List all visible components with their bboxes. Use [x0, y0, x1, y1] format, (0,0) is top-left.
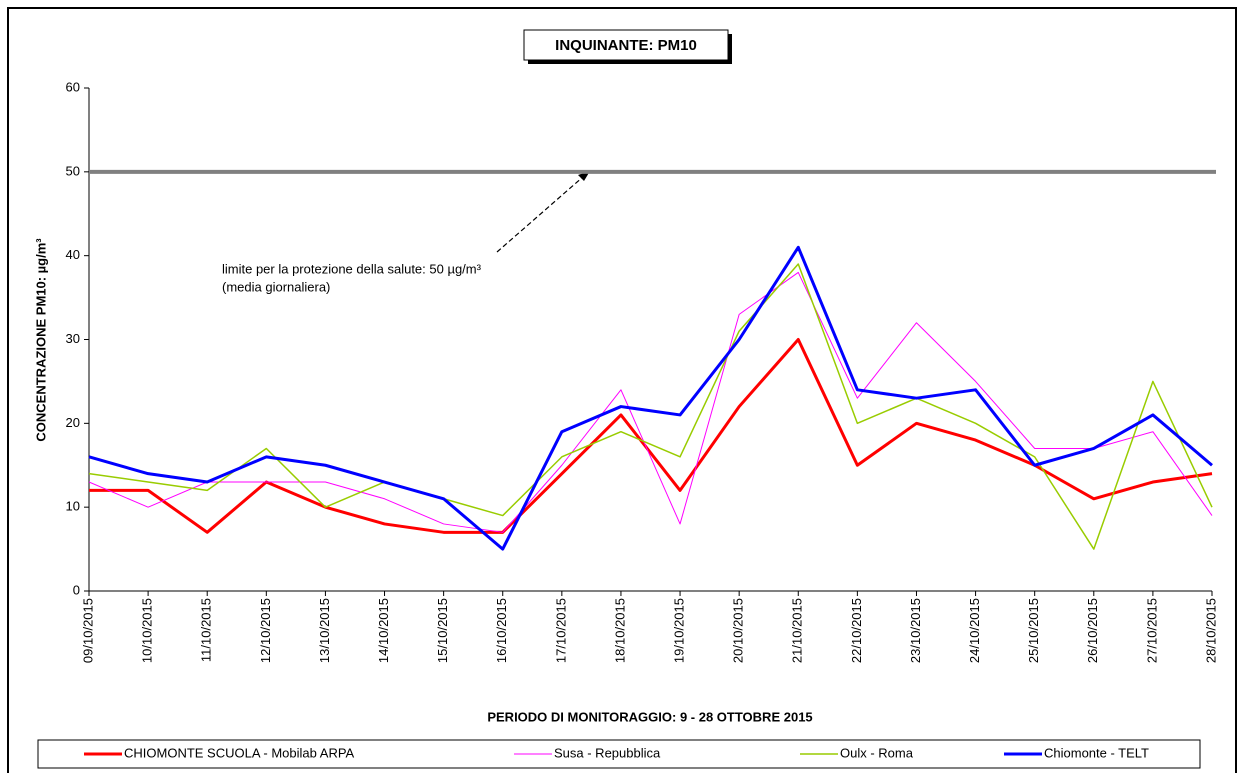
y-tick-label: 0: [73, 582, 80, 597]
title-box: [523, 29, 729, 61]
y-tick-label: 60: [66, 79, 80, 94]
x-tick-label: 28/10/2015: [1203, 598, 1218, 663]
x-tick-label: 17/10/2015: [553, 598, 568, 663]
x-tick-label: 09/10/2015: [80, 598, 95, 663]
y-axis-label: CONCENTRAZIONE PM10: µg/m³: [33, 238, 48, 442]
x-tick-label: 18/10/2015: [612, 598, 627, 663]
x-axis-label: PERIODO DI MONITORAGGIO: 9 - 28 OTTOBRE …: [487, 709, 812, 724]
y-tick-label: 50: [66, 163, 80, 178]
x-tick-label: 11/10/2015: [199, 598, 214, 662]
x-tick-label: 14/10/2015: [376, 598, 391, 663]
y-tick-label: 20: [66, 415, 80, 430]
y-tick-label: 40: [66, 247, 80, 262]
legend-label: Oulx - Roma: [840, 745, 914, 760]
x-tick-label: 23/10/2015: [908, 598, 923, 663]
series-line: [88, 245, 1213, 551]
annotation-arrow: [496, 175, 585, 253]
legend-label: Chiomonte - TELT: [1044, 745, 1149, 760]
frame: [7, 7, 1237, 773]
x-tick-label: 16/10/2015: [494, 598, 509, 663]
x-tick-label: 26/10/2015: [1085, 598, 1100, 663]
x-tick-label: 12/10/2015: [258, 598, 273, 663]
x-tick-label: 19/10/2015: [671, 598, 686, 663]
x-tick-label: 13/10/2015: [317, 598, 332, 663]
x-tick-label: 21/10/2015: [790, 598, 805, 663]
legend-label: Susa - Repubblica: [554, 745, 661, 760]
x-tick-label: 22/10/2015: [849, 598, 864, 663]
series-line: [89, 338, 1213, 534]
x-tick-label: 15/10/2015: [435, 598, 450, 663]
x-tick-label: 24/10/2015: [967, 598, 982, 663]
x-tick-label: 10/10/2015: [140, 598, 155, 663]
x-tick-label: 27/10/2015: [1144, 598, 1159, 663]
y-tick-label: 30: [66, 331, 80, 346]
y-tick-label: 10: [66, 499, 80, 514]
chart-title: INQUINANTE: PM10: [555, 37, 697, 54]
annotation: (media giornaliera): [222, 279, 330, 294]
series-line: [88, 271, 1213, 533]
x-tick-label: 20/10/2015: [731, 598, 746, 663]
legend-label: CHIOMONTE SCUOLA - Mobilab ARPA: [124, 745, 355, 760]
annotation: limite per la protezione della salute: 5…: [222, 261, 482, 276]
x-tick-label: 25/10/2015: [1026, 598, 1041, 663]
